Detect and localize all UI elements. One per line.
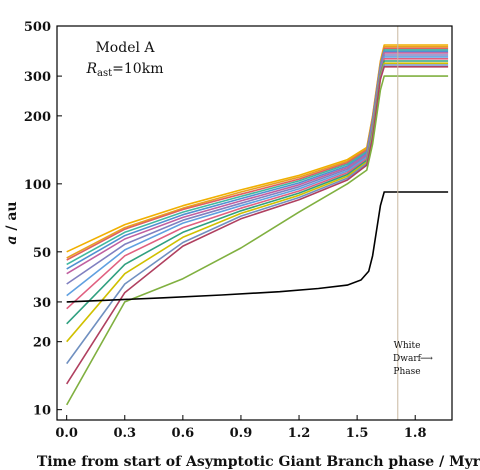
y-tick-label: 100: [24, 178, 51, 193]
series-layer: [66, 44, 449, 406]
y-axis-title-symbol: a: [4, 236, 20, 245]
x-tick-label: 0.0: [55, 426, 78, 441]
series-line-5: [66, 50, 449, 270]
y-axis: 10 20 30 50 100 200 300 500: [24, 20, 62, 419]
y-tick-label: 20: [33, 336, 51, 351]
series-line-6: [66, 52, 449, 275]
radius-subscript: ast: [97, 68, 112, 79]
y-tick-label: 30: [33, 296, 51, 311]
planet-line: [66, 191, 449, 303]
plot-frame: [56, 25, 453, 421]
planet-layer: [66, 191, 449, 303]
y-tick-label: 300: [24, 70, 51, 85]
x-tick-label: 1.8: [404, 426, 427, 441]
series-line-2: [66, 45, 449, 259]
series-line-4: [66, 49, 449, 266]
model-annotation: Model A: [95, 40, 155, 56]
white-dwarf-label-line3: Phase: [393, 367, 420, 377]
y-tick-label: 500: [24, 20, 51, 35]
y-axis-title: a / au: [4, 201, 20, 244]
series-line-12: [66, 64, 449, 365]
x-axis: 0.0 0.3 0.6 0.9 1.2 1.5 1.8: [55, 415, 427, 441]
radius-annotation: Rast=10km: [86, 61, 164, 79]
y-axis-title-unit: / au: [4, 201, 20, 235]
x-axis-title: Time from start of Asymptotic Giant Bran…: [37, 454, 480, 470]
series-line-14: [66, 75, 449, 406]
series-line-8: [66, 56, 449, 297]
y-tick-label: 50: [33, 246, 51, 261]
x-tick-label: 1.2: [288, 426, 311, 441]
x-tick-label: 0.6: [172, 426, 195, 441]
radius-symbol: R: [86, 61, 98, 77]
x-tick-label: 0.3: [113, 426, 136, 441]
x-tick-label: 1.5: [346, 426, 369, 441]
radius-value: =10km: [112, 61, 163, 77]
y-tick-label: 200: [24, 110, 51, 125]
white-dwarf-arrow-icon: ⟶: [420, 354, 433, 364]
series-line-9: [66, 57, 449, 310]
y-tick-label: 10: [33, 404, 51, 419]
white-dwarf-label-line1: White: [394, 341, 421, 351]
x-tick-label: 0.9: [230, 426, 253, 441]
series-line-13: [66, 66, 449, 385]
white-dwarf-label-line2: Dwarf: [393, 354, 422, 364]
